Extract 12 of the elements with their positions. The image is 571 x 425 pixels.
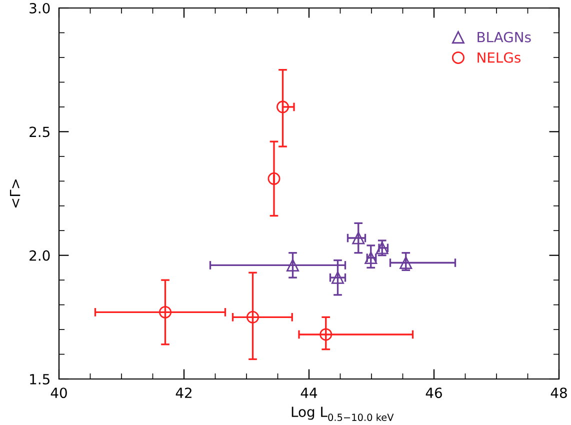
- x-tick-label: 48: [550, 388, 567, 398]
- x-tick-label: 46: [426, 388, 442, 398]
- y-tick-label: 2.5: [30, 126, 50, 138]
- legend-label: BLAGNs: [478, 32, 531, 42]
- y-tick-label: 3.0: [30, 2, 50, 14]
- x-tick-label: 42: [176, 388, 192, 398]
- y-axis-title: <Γ>: [10, 179, 20, 208]
- x-tick-label: 40: [50, 388, 67, 398]
- legend-label: NELGs: [478, 52, 520, 63]
- y-tick-label: 1.5: [30, 374, 50, 384]
- y-tick-label: 2.0: [30, 250, 50, 261]
- x-tick-label: 44: [300, 388, 318, 398]
